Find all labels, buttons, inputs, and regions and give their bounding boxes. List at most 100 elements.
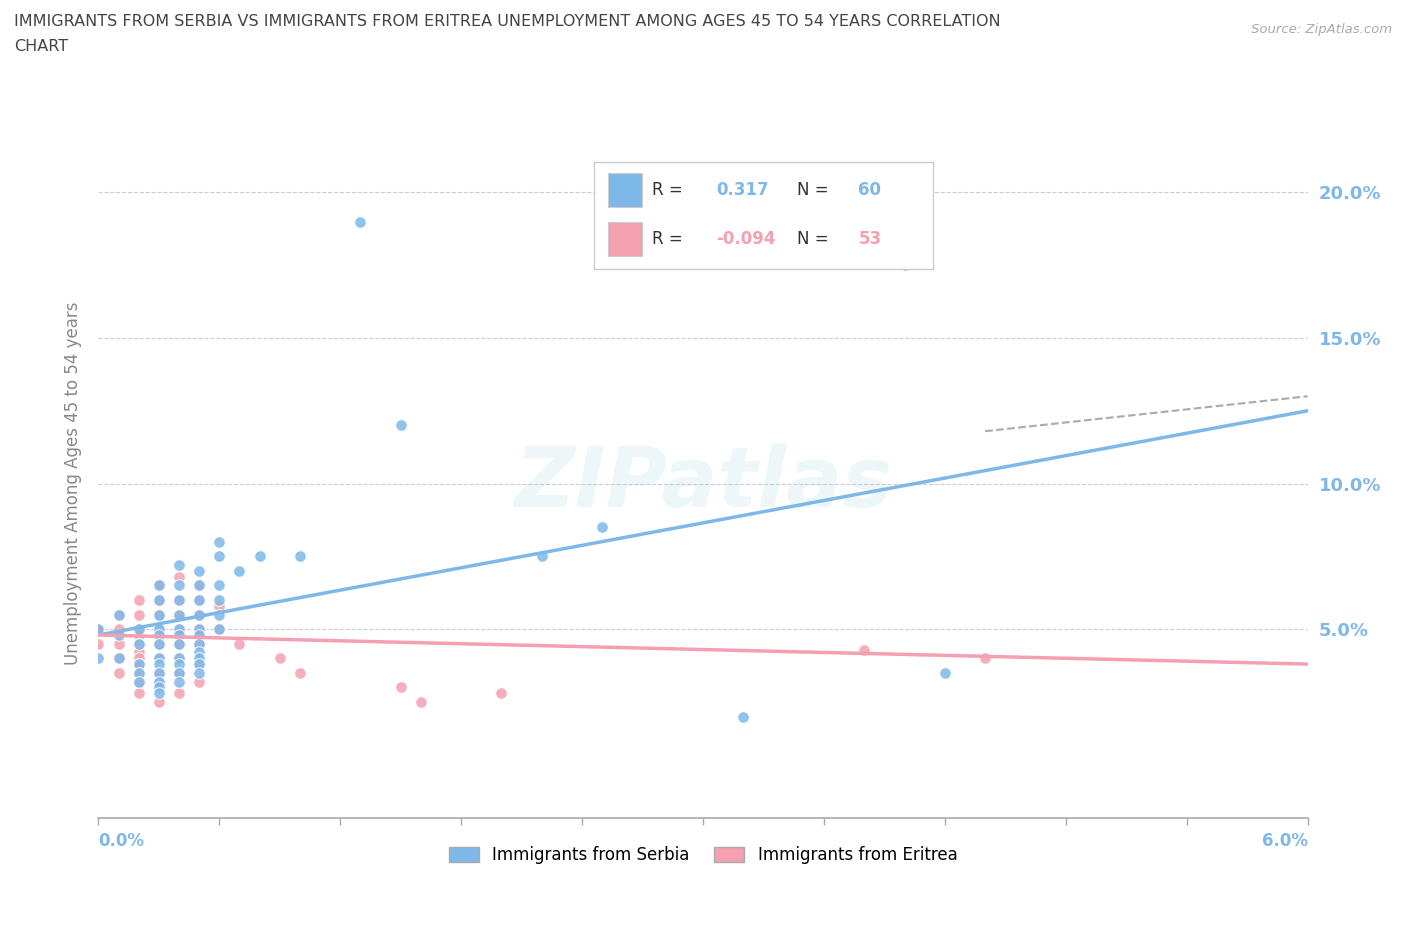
- Point: [249, 549, 271, 564]
- Point: [167, 607, 190, 622]
- Point: [974, 651, 997, 666]
- Point: [107, 636, 129, 651]
- Point: [107, 628, 129, 643]
- Point: [893, 258, 915, 272]
- Point: [148, 665, 170, 680]
- Point: [148, 622, 170, 637]
- Point: [128, 622, 150, 637]
- Point: [167, 685, 190, 700]
- Point: [733, 709, 755, 724]
- Point: [167, 628, 190, 643]
- Point: [167, 665, 190, 680]
- Point: [188, 636, 211, 651]
- Point: [188, 564, 211, 578]
- Point: [148, 651, 170, 666]
- Point: [934, 665, 956, 680]
- Point: [853, 642, 876, 657]
- Point: [188, 578, 211, 593]
- Point: [128, 665, 150, 680]
- Point: [288, 665, 311, 680]
- Point: [128, 636, 150, 651]
- Point: [87, 622, 110, 637]
- Point: [148, 657, 170, 671]
- Text: 0.0%: 0.0%: [98, 832, 145, 850]
- Point: [148, 628, 170, 643]
- Point: [107, 607, 129, 622]
- Point: [148, 695, 170, 710]
- Point: [167, 636, 190, 651]
- Point: [107, 651, 129, 666]
- Point: [148, 578, 170, 593]
- Point: [288, 549, 311, 564]
- Point: [128, 665, 150, 680]
- Point: [148, 665, 170, 680]
- Text: CHART: CHART: [14, 39, 67, 54]
- Text: 6.0%: 6.0%: [1261, 832, 1308, 850]
- Point: [107, 651, 129, 666]
- Point: [107, 622, 129, 637]
- Point: [148, 674, 170, 689]
- Point: [167, 657, 190, 671]
- Text: ZIPatlas: ZIPatlas: [515, 443, 891, 525]
- Point: [148, 578, 170, 593]
- Point: [208, 598, 231, 613]
- Point: [188, 657, 211, 671]
- Point: [349, 214, 371, 229]
- Point: [107, 665, 129, 680]
- Point: [188, 651, 211, 666]
- Point: [128, 674, 150, 689]
- Point: [167, 665, 190, 680]
- Point: [167, 578, 190, 593]
- Point: [128, 651, 150, 666]
- Point: [148, 592, 170, 607]
- Point: [188, 622, 211, 637]
- Point: [148, 651, 170, 666]
- Text: Source: ZipAtlas.com: Source: ZipAtlas.com: [1251, 23, 1392, 36]
- Point: [188, 645, 211, 660]
- Point: [167, 622, 190, 637]
- Point: [148, 622, 170, 637]
- Point: [167, 651, 190, 666]
- Point: [188, 628, 211, 643]
- Point: [208, 592, 231, 607]
- Point: [228, 564, 250, 578]
- Point: [188, 674, 211, 689]
- Point: [167, 622, 190, 637]
- Point: [208, 622, 231, 637]
- Point: [128, 645, 150, 660]
- Point: [491, 685, 513, 700]
- Point: [107, 607, 129, 622]
- Point: [167, 592, 190, 607]
- Point: [87, 622, 110, 637]
- Point: [148, 636, 170, 651]
- Point: [128, 628, 150, 643]
- Point: [128, 592, 150, 607]
- Point: [128, 622, 150, 637]
- Point: [128, 685, 150, 700]
- Point: [208, 549, 231, 564]
- Point: [148, 628, 170, 643]
- Point: [208, 607, 231, 622]
- Legend: Immigrants from Serbia, Immigrants from Eritrea: Immigrants from Serbia, Immigrants from …: [441, 839, 965, 870]
- Point: [188, 578, 211, 593]
- Text: IMMIGRANTS FROM SERBIA VS IMMIGRANTS FROM ERITREA UNEMPLOYMENT AMONG AGES 45 TO : IMMIGRANTS FROM SERBIA VS IMMIGRANTS FRO…: [14, 14, 1001, 29]
- Point: [228, 636, 250, 651]
- Point: [148, 685, 170, 700]
- Point: [167, 558, 190, 573]
- Point: [128, 674, 150, 689]
- Point: [148, 680, 170, 695]
- Point: [188, 592, 211, 607]
- Point: [87, 651, 110, 666]
- Point: [530, 549, 553, 564]
- Point: [389, 418, 412, 432]
- Point: [128, 607, 150, 622]
- Point: [167, 636, 190, 651]
- Point: [188, 665, 211, 680]
- Point: [148, 592, 170, 607]
- Point: [167, 569, 190, 584]
- Point: [128, 657, 150, 671]
- Point: [208, 535, 231, 550]
- Y-axis label: Unemployment Among Ages 45 to 54 years: Unemployment Among Ages 45 to 54 years: [65, 302, 83, 665]
- Point: [409, 695, 432, 710]
- Point: [167, 651, 190, 666]
